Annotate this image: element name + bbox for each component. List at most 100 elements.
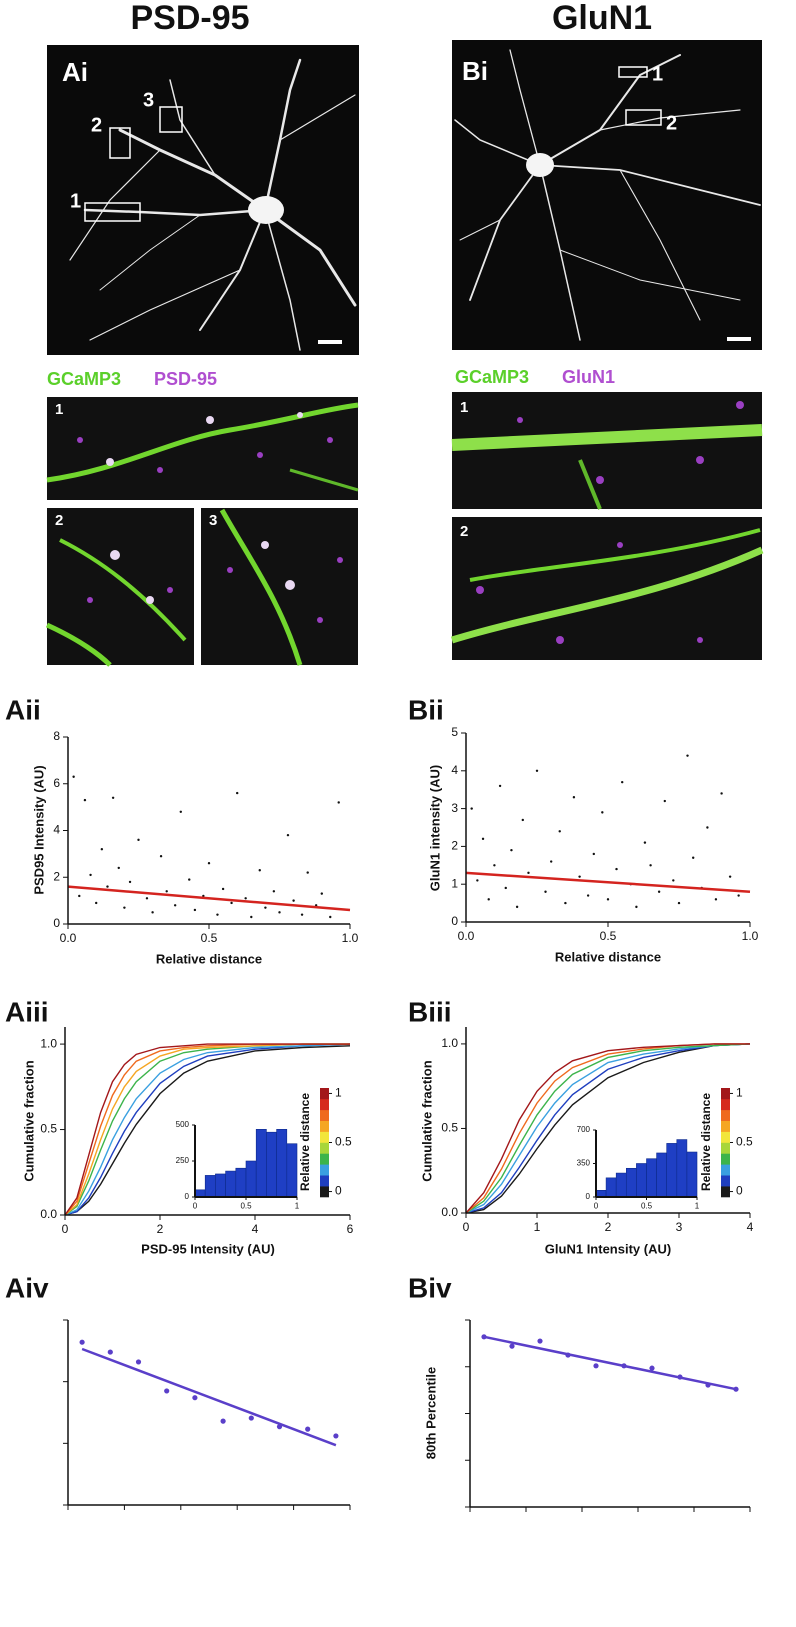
fit-line xyxy=(465,871,751,894)
bar xyxy=(245,1160,257,1198)
point xyxy=(248,1415,254,1421)
x-tick-label: 1 xyxy=(534,1220,541,1234)
bar xyxy=(595,1190,607,1198)
x-tick-label: 1 xyxy=(295,1202,300,1211)
x-axis-label: GluN1 Intensity (AU) xyxy=(545,1241,671,1256)
point xyxy=(714,898,718,901)
colorbar-tick-label: 0.5 xyxy=(335,1135,352,1149)
cdf-line xyxy=(64,1043,350,1216)
colorbar-segment xyxy=(320,1098,329,1111)
point xyxy=(521,818,524,822)
point xyxy=(621,780,624,784)
point xyxy=(586,894,590,897)
legend-label: PSD-95 xyxy=(154,369,217,389)
point xyxy=(572,796,576,799)
point xyxy=(173,904,177,907)
point xyxy=(333,1433,339,1439)
x-tick-label: 0.5 xyxy=(600,929,617,943)
x-tick-label: 1.0 xyxy=(742,929,759,943)
column-title: PSD-95 xyxy=(130,0,249,37)
colorbar-tick-label: 1 xyxy=(736,1086,743,1100)
bar xyxy=(266,1131,277,1198)
point xyxy=(300,913,304,916)
colorbar-segment xyxy=(721,1153,730,1165)
colorbar-segment xyxy=(320,1131,329,1143)
cdf-line xyxy=(465,1043,751,1214)
point xyxy=(672,879,675,882)
column-title: GluN1 xyxy=(552,0,652,37)
y-tick-label: 2 xyxy=(451,839,458,853)
cdf-line xyxy=(465,1043,750,1214)
y-tick-label: 8 xyxy=(53,729,60,743)
point xyxy=(292,899,295,902)
point xyxy=(272,890,276,893)
x-axis-label: PSD-95 Intensity (AU) xyxy=(141,1241,275,1256)
point xyxy=(159,855,163,858)
x-tick-label: 0 xyxy=(193,1202,198,1211)
point xyxy=(78,894,81,898)
legend-label: GluN1 xyxy=(562,367,615,387)
micrograph xyxy=(452,40,762,350)
y-axis-label: GluN1 intensity (AU) xyxy=(427,765,442,891)
point xyxy=(193,908,197,912)
colorbar-segment xyxy=(721,1120,730,1132)
point xyxy=(592,852,595,856)
point xyxy=(677,901,681,905)
point xyxy=(337,801,340,804)
y-tick-label: 1.0 xyxy=(441,1036,458,1050)
x-tick-label: 0.5 xyxy=(240,1202,252,1211)
panel-label: Biii xyxy=(408,996,452,1027)
y-tick-label: 6 xyxy=(53,776,60,790)
colorbar-segment xyxy=(320,1164,329,1176)
tile-label: 1 xyxy=(460,399,468,416)
bar xyxy=(646,1158,657,1198)
cdf-line xyxy=(64,1043,350,1216)
x-tick-label: 1 xyxy=(695,1202,700,1211)
point xyxy=(305,1426,311,1432)
y-tick-label: 5 xyxy=(451,725,458,739)
bar xyxy=(625,1167,637,1198)
point xyxy=(117,866,120,870)
cdf-line xyxy=(64,1043,351,1216)
colorbar-segment xyxy=(320,1109,329,1121)
colorbar-tick-label: 0 xyxy=(335,1184,342,1198)
point xyxy=(649,864,652,867)
point xyxy=(264,906,267,909)
bar xyxy=(235,1167,247,1198)
bar xyxy=(225,1170,237,1198)
y-tick-label: 2 xyxy=(53,869,60,883)
bar xyxy=(286,1143,298,1198)
x-tick-label: 4 xyxy=(252,1222,259,1236)
x-tick-label: 0 xyxy=(62,1222,69,1236)
point xyxy=(728,875,732,878)
y-tick-label: 4 xyxy=(451,763,458,777)
tile-label: 1 xyxy=(55,401,63,418)
point xyxy=(663,799,666,803)
point xyxy=(135,1359,142,1365)
colorbar-segment xyxy=(721,1186,730,1198)
point xyxy=(527,871,530,875)
inset-tile xyxy=(46,397,359,500)
point xyxy=(106,885,109,888)
colorbar-segment xyxy=(320,1175,329,1187)
point xyxy=(236,791,239,795)
x-tick-label: 2 xyxy=(157,1222,164,1236)
point xyxy=(470,807,473,810)
legend-label: GCaMP3 xyxy=(47,369,121,389)
point xyxy=(686,754,689,757)
image-label: Ai xyxy=(62,57,88,87)
y-tick-label: 4 xyxy=(53,823,60,837)
point xyxy=(72,775,75,778)
fit-line xyxy=(67,885,351,912)
panel-label: Bii xyxy=(408,694,444,725)
micrograph xyxy=(47,45,359,355)
point xyxy=(230,901,233,905)
point xyxy=(83,798,87,802)
point xyxy=(100,848,104,851)
panel-label: Aiii xyxy=(5,996,49,1027)
point xyxy=(306,871,309,874)
y-tick-label: 1 xyxy=(451,876,458,890)
y-tick-label: 700 xyxy=(577,1125,591,1134)
point xyxy=(79,1339,85,1345)
point xyxy=(151,911,154,914)
